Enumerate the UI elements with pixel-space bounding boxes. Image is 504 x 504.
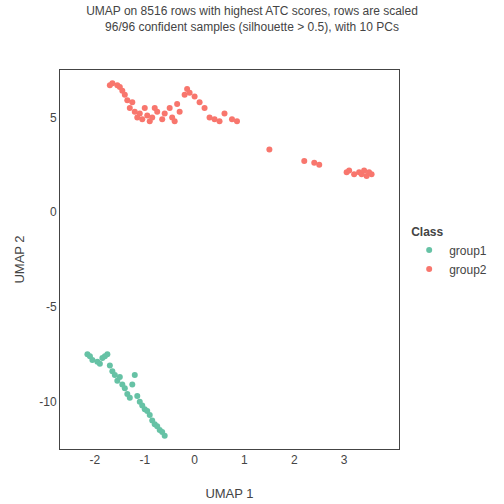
svg-text:UMAP 2: UMAP 2	[12, 235, 27, 283]
svg-text:-2: -2	[90, 453, 101, 467]
svg-text:0: 0	[191, 453, 198, 467]
svg-text:UMAP on 8516 rows with highest: UMAP on 8516 rows with highest ATC score…	[86, 4, 418, 34]
svg-text:-5: -5	[46, 300, 57, 314]
svg-text:UMAP 1: UMAP 1	[205, 486, 253, 501]
svg-text:3: 3	[341, 453, 348, 467]
svg-text:-1: -1	[139, 453, 150, 467]
svg-text:Class: Class	[411, 225, 443, 239]
svg-text:group1: group1	[449, 244, 487, 258]
svg-text:0: 0	[50, 205, 57, 219]
svg-text:1: 1	[241, 453, 248, 467]
svg-text:-10: -10	[39, 395, 57, 409]
svg-text:2: 2	[291, 453, 298, 467]
svg-text:5: 5	[50, 111, 57, 125]
svg-text:group2: group2	[449, 263, 487, 277]
